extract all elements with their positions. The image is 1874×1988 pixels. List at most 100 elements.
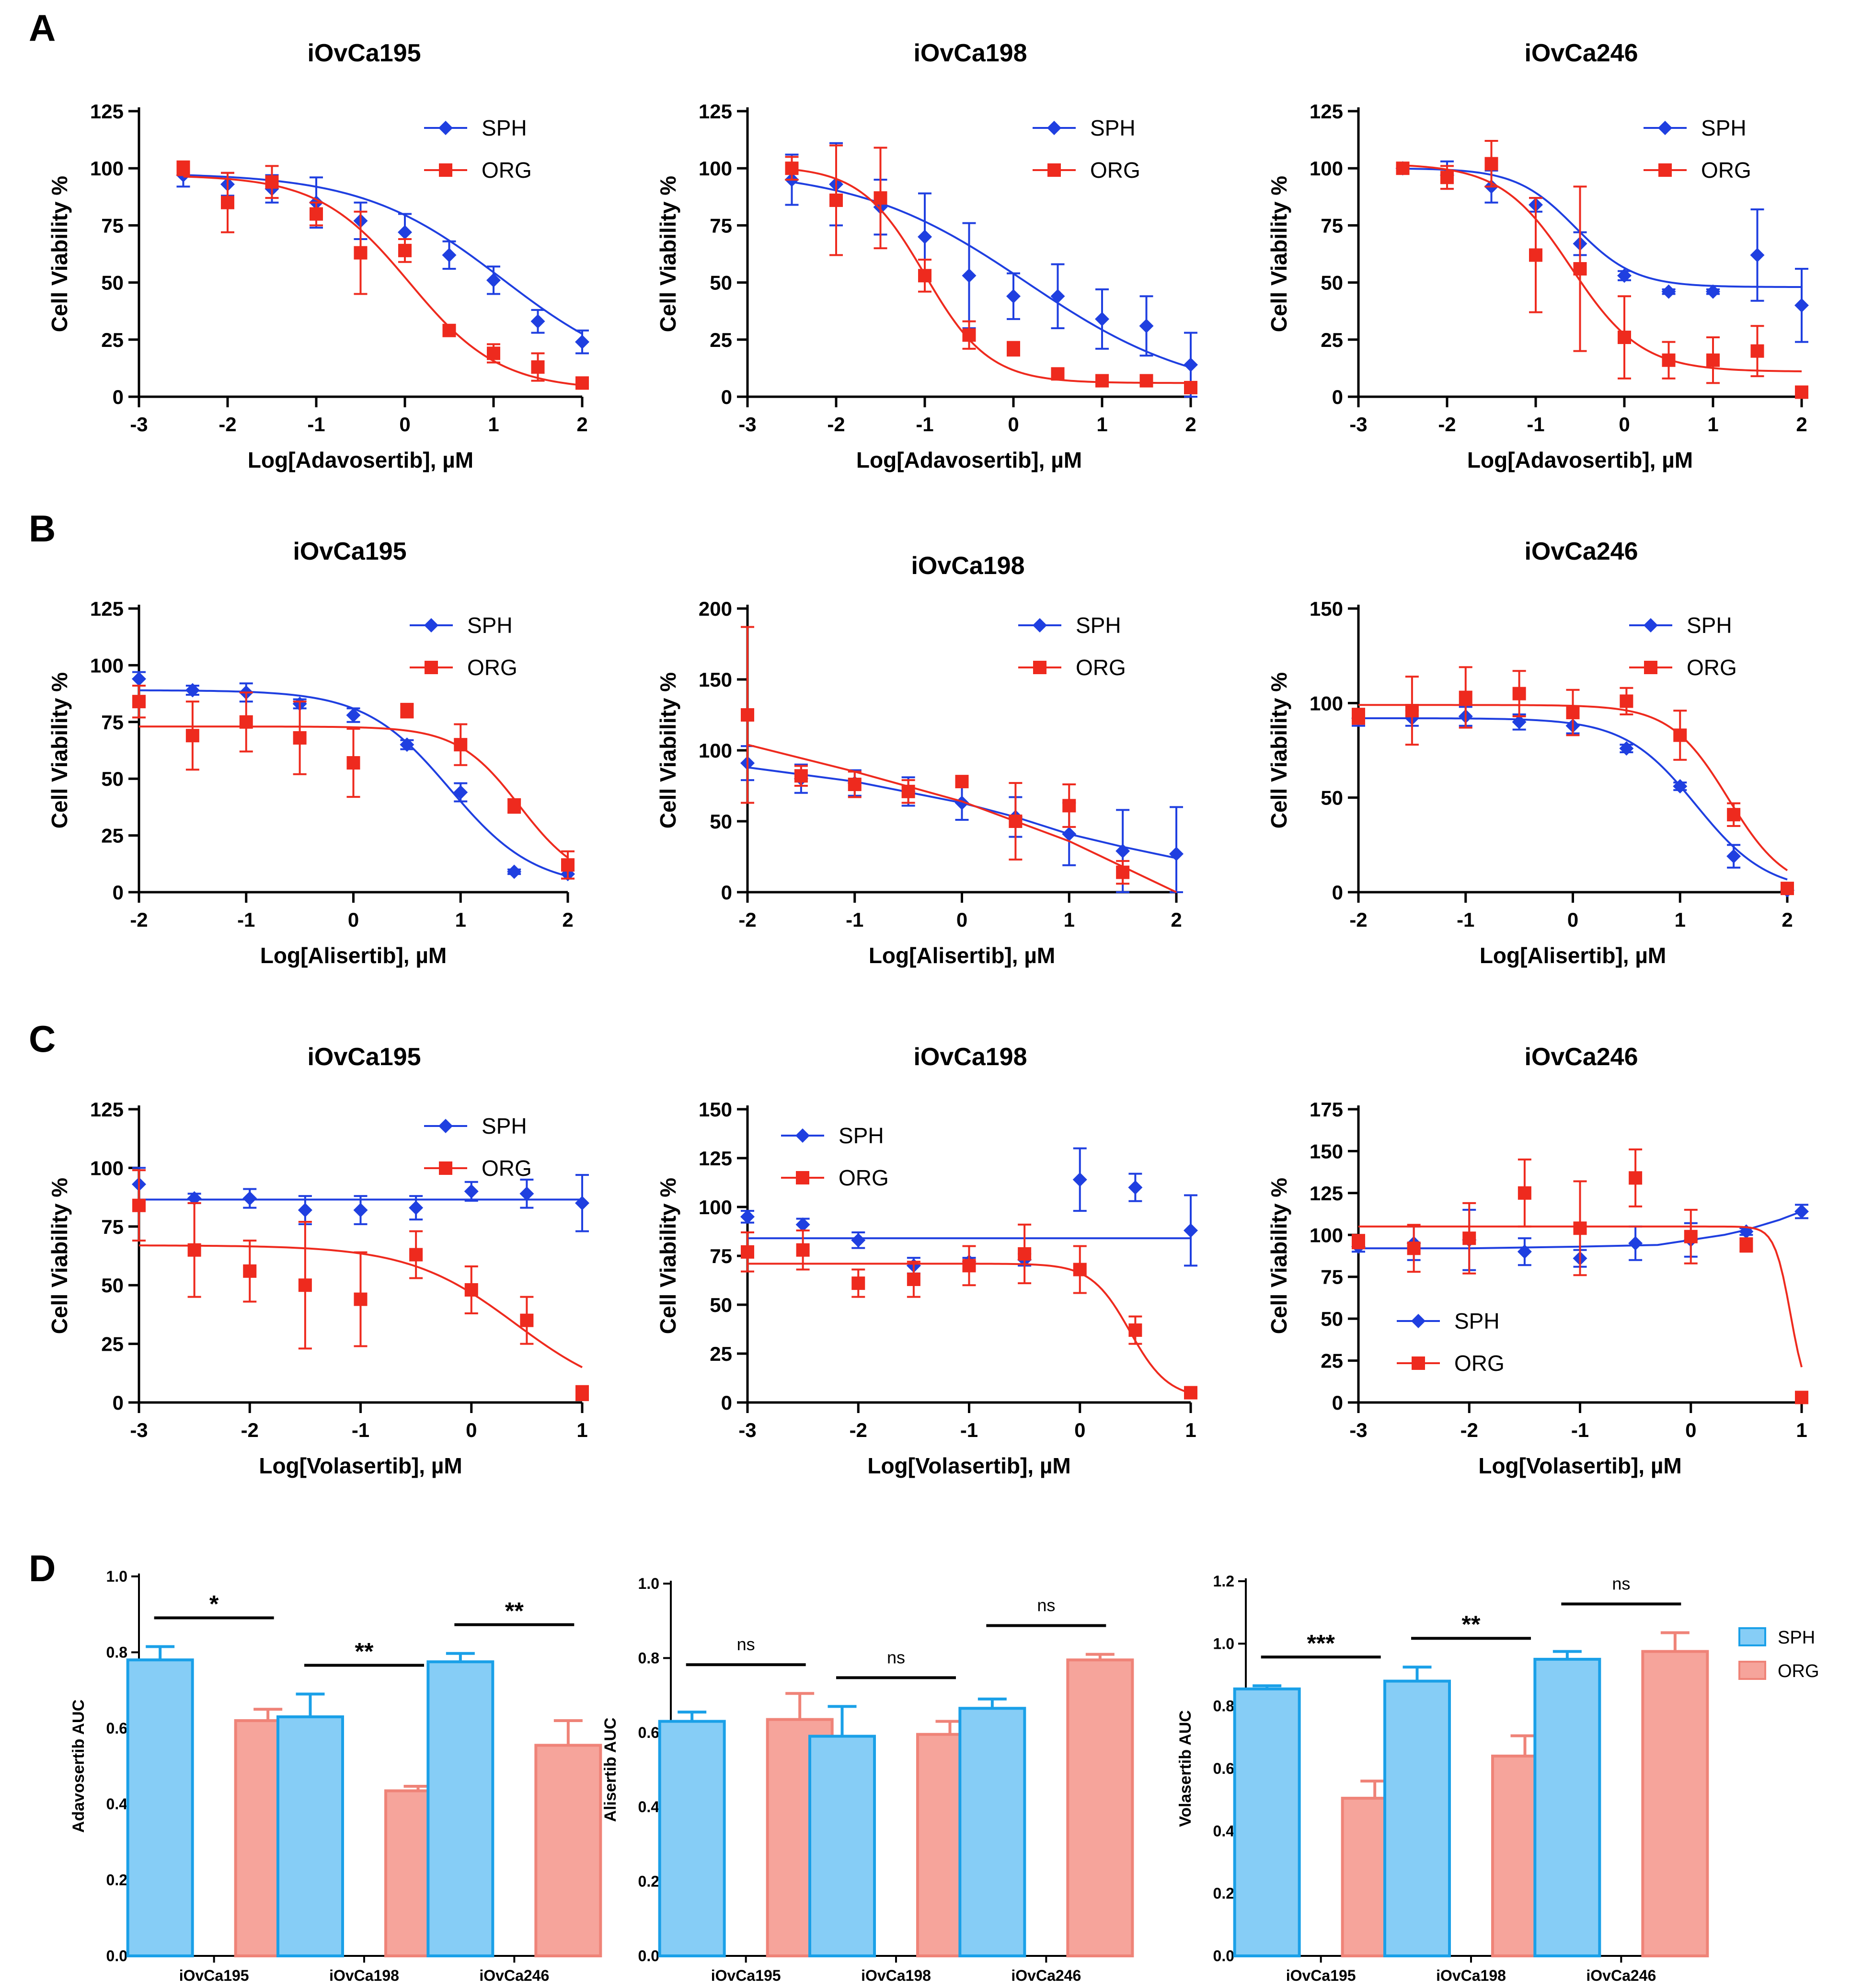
x-tick-label: -1	[1571, 1419, 1589, 1441]
data-point	[176, 161, 190, 175]
chart-c1: iOvCa195 0 25 50 75 100 125 -3 -2 -1 0 1 Log[Volaser…	[47, 1043, 589, 1478]
series-sph	[784, 142, 1198, 398]
legend-marker-org	[1047, 163, 1061, 177]
series-org	[785, 144, 1197, 394]
data-point	[1062, 799, 1076, 813]
chart-b2: iOvCa198 0 50 100 150 200 -2 -1 0 1 2 Log[Alisertib…	[655, 552, 1184, 968]
series-sph	[1395, 160, 1809, 343]
data-point	[1662, 353, 1676, 367]
data-point	[507, 864, 522, 879]
chart-a2: iOvCa198 0 25 50 75 100 125 -3 -2 -1 0 1 2 Log[Adavos…	[655, 39, 1198, 472]
fit-curve	[1358, 717, 1788, 881]
x-tick-label: -1	[237, 908, 255, 931]
y-tick-label: 0	[1332, 386, 1343, 408]
y-tick-label: 0	[1332, 881, 1343, 904]
y-tick-label: 0.8	[106, 1643, 127, 1661]
data-point	[1750, 344, 1764, 358]
y-tick-label: 0.6	[638, 1724, 659, 1741]
chart-title: iOvCa198	[913, 39, 1027, 67]
y-axis-title: Cell Viability %	[1266, 1178, 1291, 1334]
x-tick-label: -2	[130, 908, 148, 931]
data-point	[785, 161, 799, 175]
chart-title: iOvCa246	[1524, 538, 1638, 565]
data-point	[575, 334, 589, 349]
x-tick-label: 0	[1008, 413, 1019, 436]
legend-label: SPH	[839, 1123, 884, 1148]
data-point	[918, 269, 931, 283]
y-tick-label: 75	[101, 1216, 124, 1238]
data-point	[1781, 882, 1794, 896]
legend-marker-sph	[1411, 1314, 1426, 1328]
data-point	[1673, 779, 1688, 793]
legend: SPH ORG	[1629, 613, 1737, 680]
data-point	[486, 273, 501, 287]
chart-title: iOvCa246	[1524, 1043, 1638, 1071]
x-tick-label: iOvCa246	[479, 1967, 549, 1984]
y-tick-label: 1.0	[106, 1568, 127, 1585]
panel-label-b: B	[29, 507, 56, 550]
x-tick-label: -3	[738, 413, 756, 436]
chart-b3: iOvCa246 0 50 100 150 -2 -1 0 1 2 Log[Alisertib], …	[1266, 538, 1794, 968]
x-tick-label: 1	[576, 1419, 587, 1441]
data-point	[1184, 1386, 1197, 1400]
data-point	[918, 230, 932, 244]
y-tick-label: 0.4	[1213, 1822, 1235, 1839]
data-point	[409, 1248, 423, 1262]
legend-marker-org	[425, 661, 438, 674]
data-point	[346, 756, 360, 770]
data-point	[519, 1186, 534, 1201]
data-point	[954, 795, 969, 810]
chart-b1: iOvCa195 0 25 50 75 100 125 -2 -1 0 1 2 Log[Aliserti…	[47, 538, 575, 968]
x-axis-title: Log[Volasertib], µM	[867, 1453, 1070, 1478]
legend-label: ORG	[1076, 655, 1126, 680]
data-point	[298, 1278, 312, 1292]
y-axis-title: Cell Viability %	[655, 672, 680, 828]
x-tick-label: iOvCa198	[329, 1967, 399, 1984]
x-tick-label: -2	[1460, 1419, 1478, 1441]
data-point	[400, 704, 414, 718]
y-tick-label: 150	[1310, 598, 1343, 620]
y-tick-label: 75	[1321, 1266, 1343, 1288]
legend-marker-sph	[438, 1119, 453, 1133]
fit-curve	[183, 175, 583, 387]
significance-label: **	[505, 1597, 524, 1624]
significance-label: ns	[887, 1647, 905, 1667]
legend-marker-org	[1033, 661, 1046, 674]
data-point	[1051, 367, 1065, 381]
bar-sph	[1233, 1687, 1301, 1957]
legend-label: SPH	[1090, 115, 1136, 140]
y-axis-title: Alisertib AUC	[601, 1718, 620, 1822]
bar-sph	[426, 1660, 494, 1957]
series-org	[741, 626, 1177, 893]
chart-title: iOvCa195	[307, 1043, 421, 1071]
data-point	[346, 708, 361, 723]
legend-marker-org	[439, 1161, 452, 1175]
x-tick-label: -3	[1349, 413, 1367, 436]
x-tick-label: 2	[1185, 413, 1196, 436]
legend-label: SPH	[482, 1114, 527, 1138]
x-tick-label: -2	[241, 1419, 259, 1441]
series-org	[132, 685, 575, 880]
y-axis-title: Cell Viability %	[1266, 672, 1291, 828]
data-point	[1512, 714, 1527, 729]
x-tick-label: 1	[1185, 1419, 1196, 1441]
x-axis-title: Log[Alisertib], µM	[1480, 943, 1666, 968]
x-tick-label: 0	[1619, 413, 1630, 436]
y-tick-label: 100	[1310, 692, 1343, 714]
x-tick-label: 1	[1064, 908, 1075, 931]
data-point	[829, 193, 843, 207]
data-point	[1617, 268, 1632, 283]
y-tick-label: 0	[721, 386, 732, 408]
x-tick-label: iOvCa198	[1436, 1967, 1506, 1984]
x-tick-label: iOvCa246	[1586, 1967, 1656, 1984]
x-tick-label: 1	[1707, 413, 1718, 436]
y-tick-label: 1.2	[1213, 1573, 1234, 1590]
y-axis-title: Cell Viability %	[47, 672, 72, 828]
fit-curve	[138, 725, 569, 859]
x-tick-label: 2	[1782, 908, 1793, 931]
chart-d3: 0.0 0.2 0.4 0.6 0.8 1.0 1.2 Volasertib AUC iOvCa…	[1176, 1573, 1819, 1984]
y-tick-label: 150	[699, 1098, 732, 1121]
data-point	[298, 1203, 312, 1218]
y-tick-label: 0	[113, 386, 124, 408]
